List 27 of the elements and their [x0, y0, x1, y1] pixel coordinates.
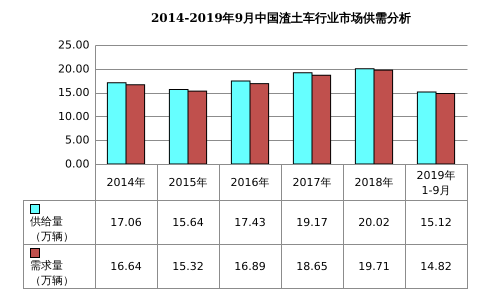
y-tick-label: 20.00 — [58, 62, 90, 76]
y-tick-label: 25.00 — [58, 38, 90, 52]
x-tick-label: 2018年 — [343, 164, 405, 200]
x-tick-label: 2015年 — [157, 164, 219, 200]
chart-title: 2014-2019年9月中国渣土车行业市场供需分析 — [150, 11, 412, 25]
data-label: 18.65 — [281, 244, 343, 288]
y-tick-label: 0.00 — [65, 158, 90, 170]
y-tick-label: 5.00 — [65, 134, 90, 147]
y-tick-label: 15.00 — [58, 86, 90, 100]
data-label: 14.82 — [405, 244, 467, 288]
x-tick-label: 2016年 — [219, 164, 281, 200]
data-label: 19.71 — [343, 244, 405, 288]
data-label: 16.89 — [219, 244, 281, 288]
data-label: 15.32 — [157, 244, 219, 288]
data-label: 15.12 — [405, 200, 467, 244]
data-label: 19.17 — [281, 200, 343, 244]
data-label: 15.64 — [157, 200, 219, 244]
x-tick-label: 2019年 1-9月 — [405, 164, 467, 200]
legend-label: 供给量（万辆） — [30, 214, 75, 244]
data-label: 17.43 — [219, 200, 281, 244]
data-label: 17.06 — [95, 200, 157, 244]
x-tick-label: 2017年 — [281, 164, 343, 200]
data-label: 20.02 — [343, 200, 405, 244]
data-label: 16.64 — [95, 244, 157, 288]
legend-label: 需求量（万辆） — [30, 258, 75, 288]
x-tick-label: 2014年 — [95, 164, 157, 200]
y-tick-label: 10.00 — [58, 110, 90, 123]
